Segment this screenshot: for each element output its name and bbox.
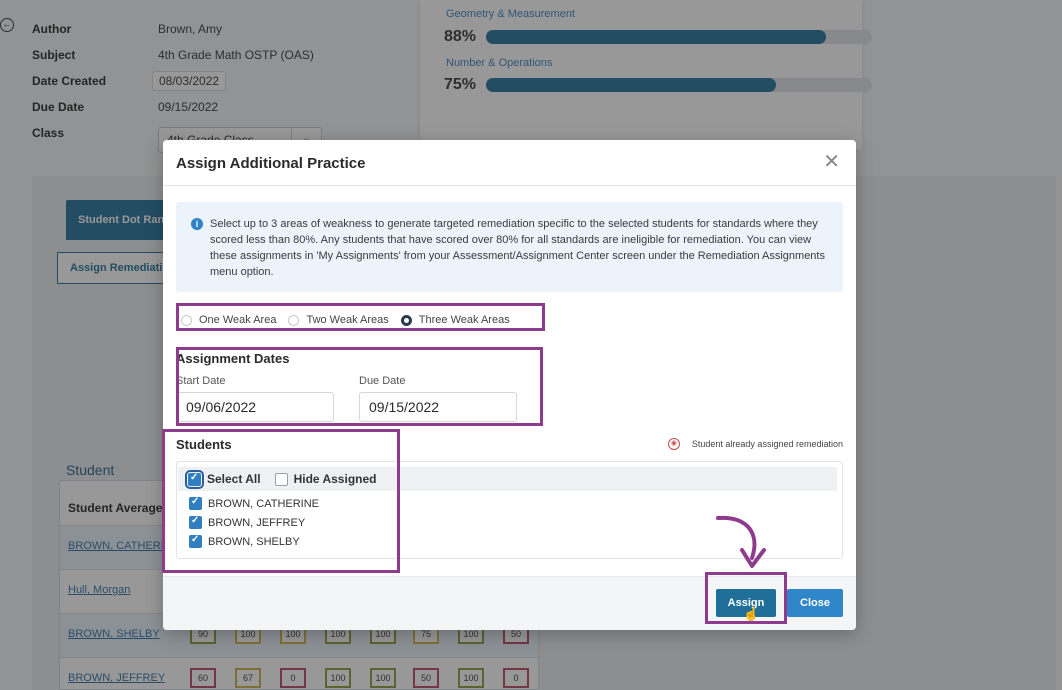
checkbox-checked-icon <box>189 515 202 529</box>
perf-bar <box>486 78 872 92</box>
highlight-assignment-dates <box>176 347 543 426</box>
perf-bar-fill <box>486 78 776 92</box>
perf-bar <box>486 30 872 44</box>
student-name: BROWN, CATHERINE <box>208 497 320 510</box>
table-row: BROWN, JEFFREY 60 67 0 100 100 50 100 0 <box>60 657 538 690</box>
highlight-assign-button <box>705 572 787 624</box>
score-cell: 50 <box>413 668 439 688</box>
hide-assigned-label: Hide Assigned <box>293 472 377 486</box>
assign-practice-modal: Assign Additional Practice ✕ i Select up… <box>163 140 856 630</box>
student-name: BROWN, SHELBY <box>208 535 300 548</box>
assignment-dates-title: Assignment Dates <box>176 351 290 366</box>
info-text: Select up to 3 areas of weakness to gene… <box>210 218 825 278</box>
meta-label: Date Created <box>32 74 107 88</box>
select-all-checkbox[interactable]: Select All <box>185 469 261 489</box>
radio-one-weak-area[interactable]: One Weak Area <box>181 314 276 326</box>
student-average-label: Student Average <box>68 501 163 515</box>
radio-two-weak-areas[interactable]: Two Weak Areas <box>288 314 389 326</box>
page-edge <box>1056 176 1062 690</box>
score-cell: 0 <box>503 668 529 688</box>
info-box: i Select up to 3 areas of weakness to ge… <box>176 202 843 292</box>
student-checkbox[interactable]: BROWN, CATHERINE <box>189 496 320 510</box>
score-cell: 100 <box>458 668 484 688</box>
perf-percent: 75% <box>444 76 477 93</box>
student-link[interactable]: BROWN, SHELBY <box>68 628 160 640</box>
meta-row-author: Author Brown, Amy <box>32 16 322 42</box>
highlight-weak-areas <box>176 303 545 331</box>
performance-card: Geometry & Measurement 88% Number & Oper… <box>420 0 872 150</box>
annotation-arrow-icon <box>716 515 766 568</box>
meta-row-date-created: Date Created 08/03/2022 <box>32 68 322 94</box>
meta-value: 4th Grade Math OSTP (OAS) <box>158 48 314 62</box>
weak-area-radio-group: One Weak Area Two Weak Areas Three Weak … <box>181 314 522 326</box>
student-link[interactable]: Hull, Morgan <box>68 584 131 596</box>
assign-button[interactable]: Assign <box>716 589 776 617</box>
radio-icon <box>181 314 192 326</box>
info-icon: i <box>191 218 203 230</box>
back-arrow-icon[interactable]: ← <box>0 18 14 32</box>
modal-title: Assign Additional Practice <box>176 155 366 172</box>
meta-value: 09/15/2022 <box>158 100 219 114</box>
radio-selected-icon <box>400 314 412 326</box>
meta-row-due-date: Due Date 09/15/2022 <box>32 94 322 120</box>
radio-three-weak-areas[interactable]: Three Weak Areas <box>400 314 510 326</box>
student-heading: Student <box>66 462 115 478</box>
select-bar: Select All Hide Assigned <box>178 467 837 491</box>
score-cell: 100 <box>370 668 396 688</box>
perf-category: Number & Operations <box>446 57 553 69</box>
radio-label: One Weak Area <box>199 314 277 326</box>
radio-label: Three Weak Areas <box>418 314 510 326</box>
meta-label: Author <box>32 22 72 36</box>
checkbox-icon <box>274 472 288 486</box>
due-date-label: Due Date <box>359 375 406 387</box>
perf-percent: 88% <box>444 28 477 45</box>
perf-category: Geometry & Measurement <box>446 8 575 20</box>
meta-label: Due Date <box>32 100 85 114</box>
hide-assigned-checkbox[interactable]: Hide Assigned <box>274 472 377 486</box>
student-name: BROWN, JEFFREY <box>208 516 306 529</box>
due-date-field[interactable]: 09/15/2022 <box>359 392 517 422</box>
student-checkbox[interactable]: BROWN, JEFFREY <box>189 515 306 529</box>
assigned-legend: ◉ Student already assigned remediation <box>667 438 843 450</box>
start-date-field[interactable]: 09/06/2022 <box>176 392 334 422</box>
highlight-students <box>162 429 400 573</box>
students-list: Select All Hide Assigned BROWN, CATHERIN… <box>176 461 843 559</box>
score-cell: 67 <box>235 668 261 688</box>
radio-label: Two Weak Areas <box>306 314 389 326</box>
close-icon[interactable]: ✕ <box>823 151 840 173</box>
student-link[interactable]: BROWN, CATHERI <box>68 540 164 552</box>
meta-label: Class <box>32 126 65 140</box>
modal-header: Assign Additional Practice ✕ <box>163 140 856 186</box>
score-cell: 0 <box>280 668 306 688</box>
select-all-label: Select All <box>207 472 261 486</box>
score-cell: 60 <box>190 668 216 688</box>
hand-cursor-icon: ☝ <box>743 606 760 621</box>
close-button[interactable]: Close <box>787 589 843 617</box>
meta-label: Subject <box>32 48 76 62</box>
assigned-remediation-icon: ◉ <box>667 438 680 450</box>
meta-value: 08/03/2022 <box>152 71 227 91</box>
student-link[interactable]: BROWN, JEFFREY <box>68 672 166 684</box>
assigned-legend-text: Student already assigned remediation <box>691 439 843 449</box>
score-cell: 100 <box>325 668 351 688</box>
meta-value: Brown, Amy <box>158 22 223 36</box>
student-checkbox[interactable]: BROWN, SHELBY <box>189 534 300 548</box>
perf-bar-fill <box>486 30 826 44</box>
radio-icon <box>288 314 300 326</box>
checkbox-checked-icon <box>185 469 204 489</box>
start-date-label: Start Date <box>176 375 226 387</box>
meta-row-subject: Subject 4th Grade Math OSTP (OAS) <box>32 42 322 68</box>
students-title: Students <box>176 437 232 452</box>
checkbox-checked-icon <box>189 534 202 548</box>
checkbox-checked-icon <box>189 496 202 510</box>
